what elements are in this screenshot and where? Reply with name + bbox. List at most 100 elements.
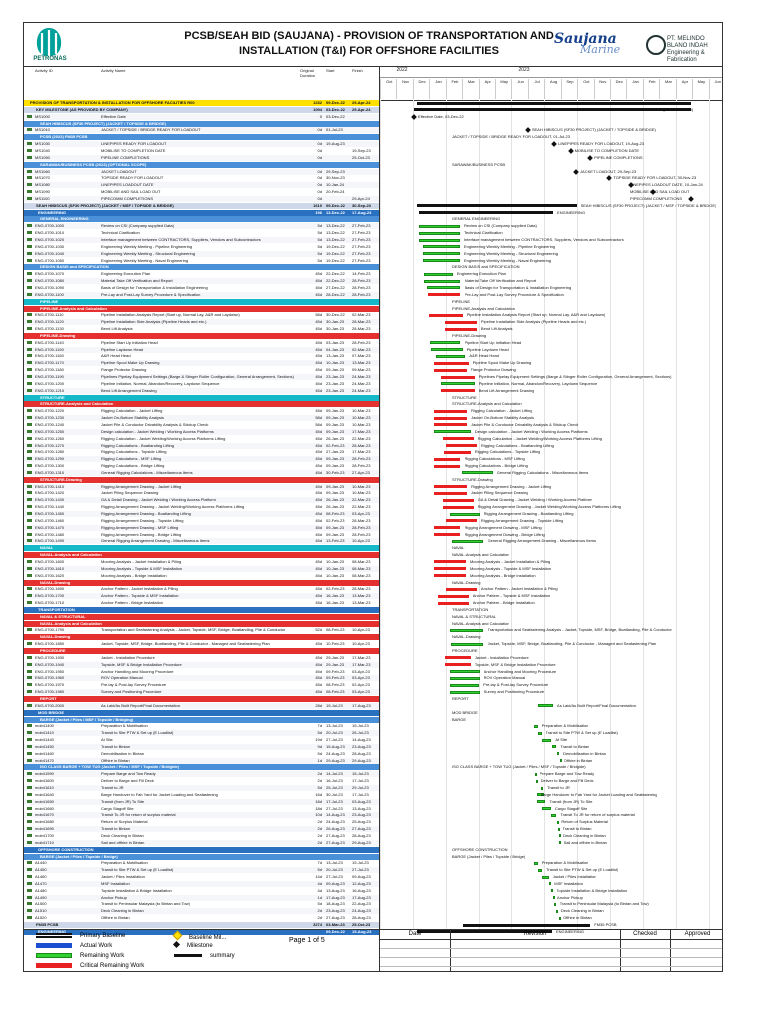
remaining-work-bar[interactable] (534, 724, 538, 728)
wbs-summary-row[interactable]: STRUCTURE-Analysis and Calculation (24, 401, 379, 408)
activity-row[interactable]: ENG-0700-1300 Rigging Calculations - Brid… (24, 463, 379, 469)
remaining-work-bar[interactable] (450, 670, 480, 674)
remaining-work-bar[interactable] (430, 341, 461, 345)
activity-row[interactable]: mob41450 Transit to Bintan 9d 15-Aug-23 23-A… (24, 743, 379, 750)
activity-row[interactable]: mob41460 Demobilisation in Bintan 5d 24-Aug… (24, 751, 379, 757)
activity-row[interactable]: ENG-0700-1930 Jacket - Installation Proce… (24, 655, 379, 661)
critical-work-bar[interactable] (441, 389, 475, 393)
milestone-diamond[interactable] (606, 175, 613, 182)
activity-row[interactable]: A1460 Jacket / Piles Installation 14d 27-Ju… (24, 874, 379, 880)
wbs-summary-row[interactable]: NAVAL-Drawing (24, 579, 379, 586)
remaining-work-bar[interactable] (556, 820, 559, 824)
activity-row[interactable]: MS1010 JACKET / TOPSIDE / BRIDGE READY FO… (24, 127, 379, 134)
activity-row[interactable]: ENG-0700-1040 Engineering Weekly Meeting … (24, 250, 379, 257)
activity-row[interactable]: ENG-0700-1030 Engineering Weekly Meeting … (24, 244, 379, 250)
activity-row[interactable]: ENG-0700-1460 Rigging Arrangement Drawing… (24, 518, 379, 524)
activity-row[interactable]: ENG-0700-1010 Technical Clarification 5d 13… (24, 230, 379, 236)
remaining-work-bar[interactable] (534, 861, 538, 865)
activity-row[interactable]: mob41710 Sail and offhire in Bintan 2d 27-A… (24, 839, 379, 846)
activity-row[interactable]: ENG-0700-1020 Interface management betwee… (24, 237, 379, 243)
critical-work-bar[interactable] (444, 663, 471, 667)
critical-work-bar[interactable] (442, 437, 474, 441)
activity-row[interactable]: mob41600 Deliver to Barge and Fill Deck 2d… (24, 778, 379, 784)
remaining-work-bar[interactable] (450, 642, 484, 646)
activity-row[interactable]: mob41610 Transit to JR 5d 25-Jul-23 29-Jul-2… (24, 785, 379, 791)
remaining-work-bar[interactable] (430, 348, 463, 352)
critical-work-bar[interactable] (433, 416, 468, 420)
remaining-work-bar[interactable] (422, 252, 460, 256)
critical-work-bar[interactable] (446, 444, 477, 447)
critical-work-bar[interactable] (433, 533, 461, 537)
wbs-summary-row[interactable]: BARGE (Jacket / Piles / MSF / Topside / … (24, 716, 379, 723)
wbs-summary-row[interactable]: NAVAL-Analysis and Calculation (24, 620, 379, 627)
remaining-work-bar[interactable] (557, 827, 560, 831)
activity-row[interactable]: MS1030 LINEPIPES READY FOR LOADOUT 0d 19-Au… (24, 141, 379, 148)
activity-row[interactable]: MS1060 JACKET LOADOUT 0d 29-Sep-23 (24, 168, 379, 175)
activity-row[interactable]: A1500 Transit to Peninsular Malaysia (to … (24, 901, 379, 907)
activity-row[interactable]: ENG-0700-1310 General Rigging Calculation… (24, 469, 379, 476)
wbs-summary-row[interactable]: PCSB (2022) FM35 PCSB (24, 134, 379, 141)
wbs-summary-row[interactable]: SEAH HIBISCUS (SF30 PROJECT) (JACKET / M… (24, 202, 379, 209)
wbs-summary-row[interactable]: TRANSPORTATION (24, 606, 379, 613)
activity-row[interactable]: ENG-0700-1620 Mooring Analysis - Bridge I… (24, 573, 379, 579)
critical-work-bar[interactable] (433, 368, 467, 372)
activity-row[interactable]: ENG-0700-1710 Anchor Pattern - Bridge Ins… (24, 600, 379, 606)
summary-bar[interactable] (417, 930, 552, 934)
activity-row[interactable]: MS1070 TOPSIDE READY FOR LOADOUT 0d 30-Nov-… (24, 175, 379, 181)
wbs-summary-row[interactable]: ENGINEERING 196 13-Dec-22 17-Aug-23 (24, 209, 379, 216)
activity-row[interactable]: mob41660 Cargo Stagoff Site 18d 27-Jul-23 13… (24, 806, 379, 812)
remaining-work-bar[interactable] (542, 875, 549, 879)
remaining-work-bar[interactable] (558, 916, 561, 920)
activity-row[interactable]: ENG-0700-1150 Pipeline Laydown Head 45d 04-… (24, 346, 379, 353)
remaining-work-bar[interactable] (449, 683, 480, 687)
milestone-diamond[interactable] (567, 148, 574, 154)
activity-row[interactable]: ENG-0700-1850 Jacket, Topside, MSF, Bridg… (24, 641, 379, 647)
activity-row[interactable]: ENG-0700-1110 Pipeline Installation Analy… (24, 312, 379, 318)
milestone-diamond[interactable] (688, 196, 694, 202)
milestone-diamond[interactable] (411, 113, 417, 120)
summary-bar[interactable] (463, 923, 591, 927)
activity-row[interactable]: ENG-0700-1050 Engineering Weekly Meeting … (24, 258, 379, 264)
activity-row[interactable]: ENG-0700-1430 GA & Detail Drawing - Jacke… (24, 497, 379, 504)
remaining-work-bar[interactable] (538, 731, 542, 735)
remaining-work-bar[interactable] (433, 430, 471, 434)
activity-row[interactable]: A1440 Preparation & Mobilisation 7d 13-Jul-… (24, 860, 379, 866)
activity-row[interactable]: ENG-0700-1070 Engineering Execution Plan 4… (24, 271, 379, 277)
wbs-summary-row[interactable]: NAVAL & STRUCTURAL (24, 613, 379, 620)
activity-row[interactable]: A1470 MSF Installation 4d 09-Aug-23 12-Aug-2… (24, 880, 379, 887)
remaining-work-bar[interactable] (559, 759, 562, 763)
activity-row[interactable]: ENG-0700-1940 Topside, MSF & Bridge Insta… (24, 661, 379, 668)
wbs-summary-row[interactable]: SEAH HIBISCUS (SF30 PROJECT) (JACKET / T… (24, 120, 379, 127)
activity-row[interactable]: ENG-0700-1790 Transportation and Seafaste… (24, 627, 379, 633)
remaining-work-bar[interactable] (424, 279, 461, 283)
remaining-work-bar[interactable] (537, 704, 554, 708)
remaining-work-bar[interactable] (419, 238, 460, 242)
activity-row[interactable]: ENG-0700-1170 Pipeline Spool Make Up Draw… (24, 360, 379, 367)
activity-row[interactable]: A1490 Anchor Pickup 1d 17-Aug-23 17-Aug-23 (24, 894, 379, 901)
wbs-summary-row[interactable]: OFFSHORE CONSTRUCTION (24, 846, 379, 853)
milestone-diamond[interactable] (525, 127, 531, 134)
activity-row[interactable]: MS1080 LINEPIPES LOADOUT DATE 0d 10-Jan-24 (24, 182, 379, 189)
critical-work-bar[interactable] (444, 656, 471, 660)
remaining-work-bar[interactable] (422, 259, 460, 263)
critical-work-bar[interactable] (434, 574, 466, 578)
remaining-work-bar[interactable] (461, 471, 493, 475)
remaining-work-bar[interactable] (450, 676, 480, 680)
critical-work-bar[interactable] (433, 409, 468, 413)
remaining-work-bar[interactable] (422, 245, 460, 249)
wbs-summary-row[interactable]: PROCEDURE (24, 648, 379, 654)
activity-row[interactable]: MS1000 Effective Date 0 03-Dec-22 (24, 113, 379, 120)
activity-row[interactable]: mob41670 Transit To JR for return of surp… (24, 812, 379, 819)
remaining-work-bar[interactable] (553, 896, 556, 900)
activity-row[interactable]: ENG-0700-1090 Basis of Design for Transpo… (24, 285, 379, 291)
wbs-summary-row[interactable]: ISO CLASS BARGE + TOW TUG (Jacket / Pile… (24, 764, 379, 771)
wbs-summary-row[interactable]: NAVAL-Analysis and Calculation (24, 552, 379, 559)
activity-row[interactable]: ENG-0700-1480 Rigging Arrangement Drawing… (24, 532, 379, 538)
activity-row[interactable]: ENG-0700-1220 Rigging Calculation - Jacke… (24, 408, 379, 414)
summary-bar[interactable] (417, 204, 577, 208)
remaining-work-bar[interactable] (449, 512, 480, 516)
critical-work-bar[interactable] (437, 594, 469, 598)
remaining-work-bar[interactable] (449, 690, 480, 694)
activity-row[interactable]: mob41700 Deck Cleaning in Bintan 2d 27-Aug-… (24, 833, 379, 839)
wbs-summary-row[interactable]: PIPELINE (24, 298, 379, 305)
